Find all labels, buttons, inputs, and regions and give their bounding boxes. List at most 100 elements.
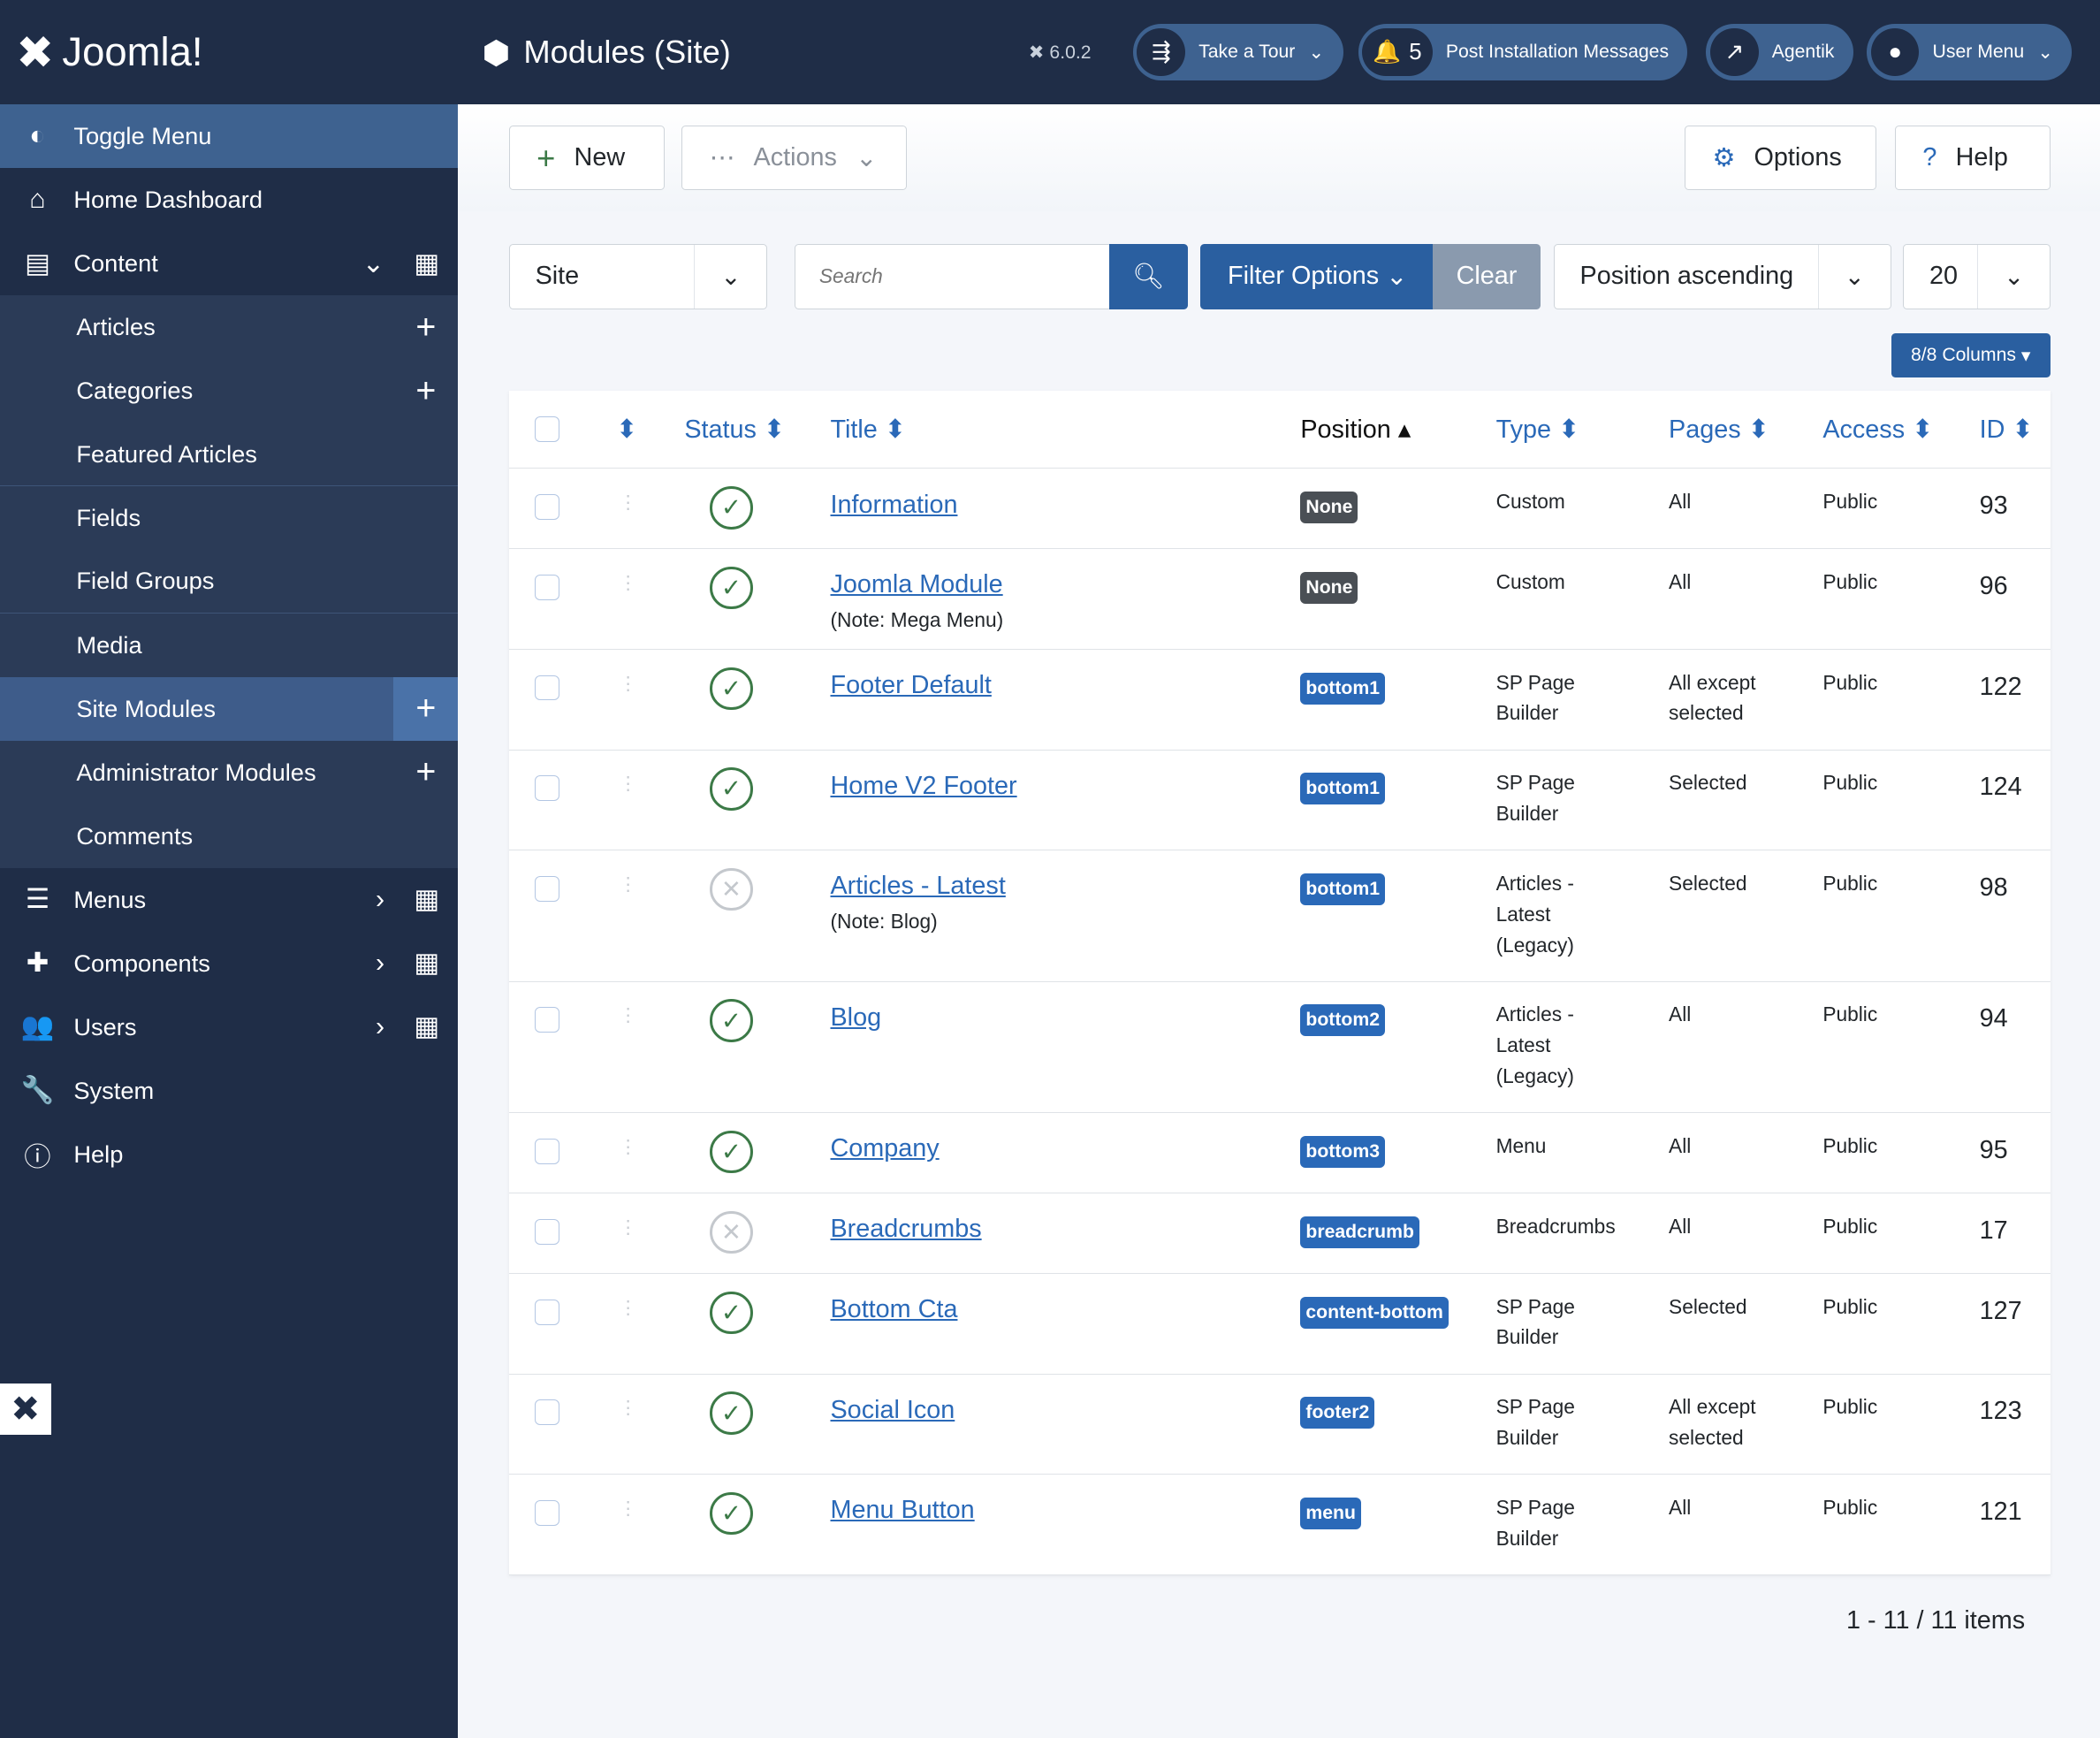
add-icon[interactable]: + [415,307,437,347]
sidebar-item-components[interactable]: ✚ Components › ▦ [0,932,458,995]
published-icon[interactable]: ✓ [710,486,753,530]
sidebar-item-content[interactable]: ▤ Content ⌄ ▦ [0,232,458,295]
columns-button[interactable]: 8/8 Columns ▾ [1891,333,2051,378]
row-checkbox[interactable] [534,875,560,902]
drag-handle-icon[interactable]: ⋮ [619,1498,638,1519]
options-button[interactable]: ⚙ Options [1685,126,1876,191]
chevron-down-icon[interactable]: ⌄ [361,248,385,278]
sidebar-item-fields[interactable]: Fields [0,486,459,550]
module-title-link[interactable]: Information [830,490,958,519]
module-title-link[interactable]: Social Icon [830,1395,955,1424]
sort-position[interactable]: Position ▴ [1300,415,1411,445]
row-checkbox[interactable] [534,1500,560,1526]
sidebar-item-media[interactable]: Media [0,613,459,677]
clear-button[interactable]: Clear [1433,243,1541,310]
take-a-tour-button[interactable]: ⇶ Take a Tour ⌄ [1132,24,1343,80]
add-icon[interactable]: + [415,752,437,792]
sidebar-item-help[interactable]: ⓘ Help [0,1123,458,1186]
module-title-link[interactable]: Blog [830,1002,882,1032]
published-icon[interactable]: ✓ [710,1391,753,1435]
dashboard-grid-icon[interactable]: ▦ [414,885,440,915]
new-button[interactable]: + New [508,126,665,191]
drag-handle-icon[interactable]: ⋮ [619,673,638,694]
module-title-link[interactable]: Footer Default [830,671,992,700]
row-checkbox[interactable] [534,494,560,520]
drag-handle-icon[interactable]: ⋮ [619,1005,638,1026]
post-installation-messages-button[interactable]: 🔔 5 Post Installation Messages [1358,24,1688,80]
client-select[interactable]: Site ⌄ [508,243,768,310]
sort-type[interactable]: Type ⬍ [1495,415,1580,445]
sidebar-item-users[interactable]: 👥 Users › ▦ [0,995,458,1059]
dashboard-grid-icon[interactable]: ▦ [414,248,440,278]
chevron-right-icon[interactable]: › [375,948,385,978]
add-icon[interactable]: + [415,370,437,410]
sort-pages[interactable]: Pages ⬍ [1669,415,1769,445]
published-icon[interactable]: ✓ [710,767,753,811]
row-checkbox[interactable] [534,1007,560,1033]
published-icon[interactable]: ✓ [710,999,753,1042]
row-checkbox[interactable] [534,575,560,600]
drag-handle-icon[interactable]: ⋮ [619,774,638,795]
module-title-link[interactable]: Menu Button [830,1496,975,1525]
toggle-menu[interactable]: ◐ Toggle Menu [0,104,459,169]
filter-options-button[interactable]: Filter Options ⌄ [1199,243,1434,310]
chevron-right-icon[interactable]: › [375,1011,385,1041]
row-checkbox[interactable] [534,1138,560,1164]
sidebar-item-comments[interactable]: Comments [0,804,459,868]
drag-handle-icon[interactable]: ⋮ [619,572,638,593]
drag-handle-icon[interactable]: ⋮ [619,1398,638,1419]
search-input[interactable] [794,243,1112,310]
user-menu-button[interactable]: ● User Menu ⌄ [1867,24,2073,80]
row-checkbox[interactable] [534,675,560,701]
dashboard-grid-icon[interactable]: ▦ [414,949,440,979]
sidebar-item-home[interactable]: ⌂ Home Dashboard [0,168,458,232]
row-checkbox[interactable] [534,1399,560,1426]
published-icon[interactable]: ✓ [710,1130,753,1174]
help-button[interactable]: ? Help [1895,126,2051,191]
module-title-link[interactable]: Breadcrumbs [830,1215,982,1244]
sidebar-item-system[interactable]: 🔧 System [0,1059,458,1123]
dashboard-grid-icon[interactable]: ▦ [414,1012,440,1042]
unpublished-icon[interactable]: ✕ [710,867,753,911]
sidebar-item-field-groups[interactable]: Field Groups [0,549,459,614]
sidebar-item-admin-modules[interactable]: Administrator Modules + [0,740,459,804]
module-title-link[interactable]: Articles - Latest [830,872,1006,901]
row-checkbox[interactable] [534,1299,560,1325]
add-icon[interactable]: + [393,676,459,741]
row-checkbox[interactable] [534,1218,560,1245]
sidebar-item-site-modules[interactable]: Site Modules + [0,676,459,741]
module-title-link[interactable]: Bottom Cta [830,1295,958,1324]
joomla-logo[interactable]: ✖ Joomla! [0,0,458,104]
actions-dropdown[interactable]: ⋯ Actions ⌄ [681,126,907,191]
drag-handle-icon[interactable]: ⋮ [619,492,638,514]
published-icon[interactable]: ✓ [710,1491,753,1536]
sidebar-item-featured[interactable]: Featured Articles [0,423,459,486]
sort-status[interactable]: Status ⬍ [684,415,786,445]
joomla-icon[interactable]: ✖ [0,1384,51,1435]
unpublished-icon[interactable]: ✕ [710,1210,753,1254]
drag-handle-icon[interactable]: ⋮ [619,1136,638,1157]
search-button[interactable]: 🔍︎ [1108,243,1189,310]
published-icon[interactable]: ✓ [710,1291,753,1335]
row-checkbox[interactable] [534,775,560,802]
ordering-select[interactable]: Position ascending ⌄ [1553,243,1891,310]
sort-access[interactable]: Access ⬍ [1822,415,1934,445]
limit-select[interactable]: 20 ⌄ [1903,243,2051,310]
select-all-checkbox[interactable] [534,416,560,443]
sort-title[interactable]: Title ⬍ [830,415,906,445]
drag-handle-icon[interactable]: ⋮ [619,1297,638,1318]
sidebar-item-articles[interactable]: Articles + [0,295,459,360]
published-icon[interactable]: ✓ [710,667,753,711]
chevron-right-icon[interactable]: › [375,884,385,914]
module-title-link[interactable]: Home V2 Footer [830,771,1017,800]
ordering-sort-icon[interactable]: ⬍ [616,415,638,445]
sort-id[interactable]: ID ⬍ [1979,415,2034,445]
published-icon[interactable]: ✓ [710,566,753,610]
drag-handle-icon[interactable]: ⋮ [619,873,638,895]
drag-handle-icon[interactable]: ⋮ [619,1216,638,1238]
sidebar-item-menus[interactable]: ☰ Menus › ▦ [0,868,458,932]
sidebar-item-categories[interactable]: Categories + [0,359,459,423]
agentik-button[interactable]: ↗ Agentik [1706,24,1853,80]
module-title-link[interactable]: Company [830,1134,940,1163]
module-title-link[interactable]: Joomla Module [830,570,1003,599]
